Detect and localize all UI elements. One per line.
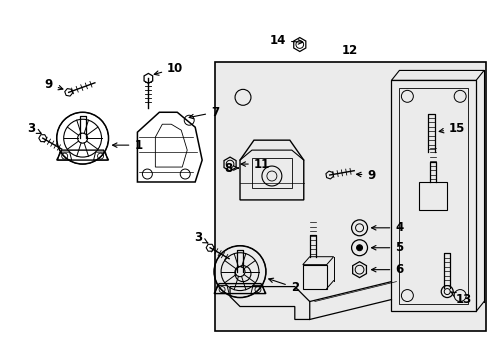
Text: 13: 13 xyxy=(450,292,471,306)
Bar xyxy=(399,88,467,303)
Text: 4: 4 xyxy=(371,221,403,234)
Circle shape xyxy=(356,245,362,251)
Text: 2: 2 xyxy=(268,278,298,294)
Text: 8: 8 xyxy=(224,162,238,175)
Bar xyxy=(302,265,326,289)
Text: 10: 10 xyxy=(154,62,183,75)
Bar xyxy=(251,158,291,188)
Bar xyxy=(390,80,475,311)
Text: 6: 6 xyxy=(371,263,403,276)
Text: 14: 14 xyxy=(269,34,302,47)
Text: 3: 3 xyxy=(194,231,207,244)
Text: 1: 1 xyxy=(112,139,142,152)
Bar xyxy=(215,62,485,332)
Text: 7: 7 xyxy=(189,106,219,119)
Text: 11: 11 xyxy=(241,158,269,171)
Text: 15: 15 xyxy=(438,122,465,135)
Text: 3: 3 xyxy=(27,122,41,135)
Text: 9: 9 xyxy=(356,168,375,181)
Text: 5: 5 xyxy=(371,241,403,254)
Text: 12: 12 xyxy=(341,44,357,57)
Text: 9: 9 xyxy=(44,78,63,91)
Bar xyxy=(419,182,447,210)
